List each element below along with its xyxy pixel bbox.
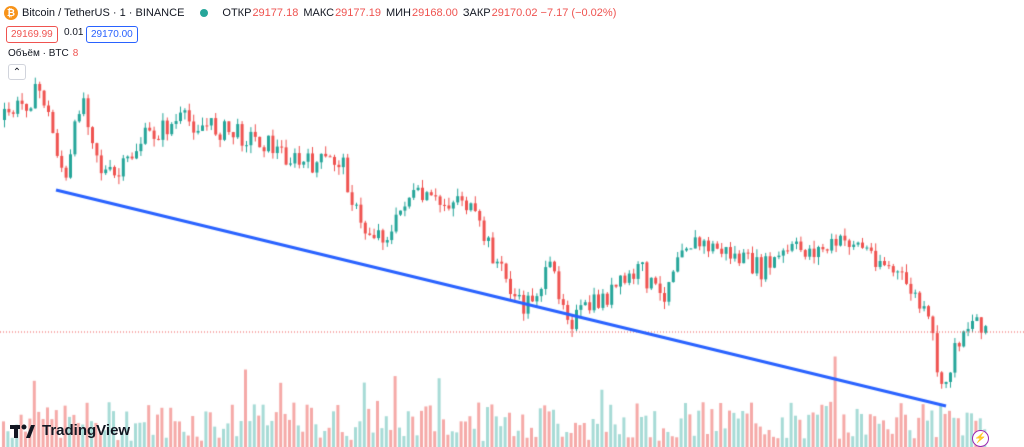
volume-label: Объём · BTC (8, 48, 69, 59)
close-label: ЗАКР (462, 7, 491, 19)
open-value: 29177.18 (252, 7, 299, 19)
high-label: МАКС (303, 7, 335, 19)
lightning-icon[interactable]: ⚡ (972, 430, 989, 447)
open-label: ОТКР (222, 7, 252, 19)
tradingview-logo[interactable]: TradingView (10, 422, 130, 439)
chevron-up-icon[interactable]: ⌃ (8, 64, 26, 80)
high-value: 29177.19 (335, 7, 381, 19)
low-label: МИН (385, 7, 411, 19)
volume-legend: Объём · BTC 8 (8, 48, 78, 59)
spread-value: 0.01 (64, 27, 84, 38)
market-status-dot (200, 9, 209, 17)
low-value: 29168.00 (411, 7, 458, 19)
volume-value: 8 (72, 48, 79, 59)
buy-button[interactable]: 29170.00 (86, 26, 138, 43)
symbol-header: ₿ Bitcoin / TetherUS · 1 · BINANCE ОТКР … (4, 4, 621, 22)
symbol-title[interactable]: Bitcoin / TetherUS · 1 · BINANCE (22, 7, 185, 19)
logo-text: TradingView (42, 422, 131, 439)
tradingview-icon (10, 424, 35, 438)
close-value: 29170.02 −7.17 (−0.02%) (491, 7, 617, 19)
sell-button[interactable]: 29169.99 (6, 26, 58, 43)
bitcoin-icon: ₿ (4, 6, 18, 20)
